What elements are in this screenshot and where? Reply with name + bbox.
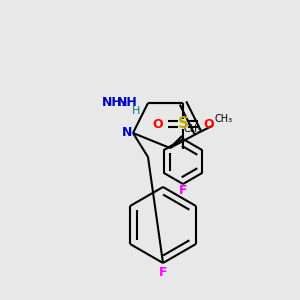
Text: O: O: [152, 118, 163, 130]
Text: F: F: [159, 266, 167, 280]
Text: H: H: [132, 106, 140, 116]
Text: CH₃: CH₃: [184, 124, 202, 134]
Text: N: N: [122, 127, 132, 140]
Text: NH: NH: [117, 97, 137, 110]
Text: NH₂: NH₂: [101, 96, 128, 109]
Text: F: F: [179, 184, 187, 197]
Text: O: O: [203, 118, 214, 130]
Text: S: S: [178, 116, 188, 131]
Text: CH₃: CH₃: [214, 114, 232, 124]
